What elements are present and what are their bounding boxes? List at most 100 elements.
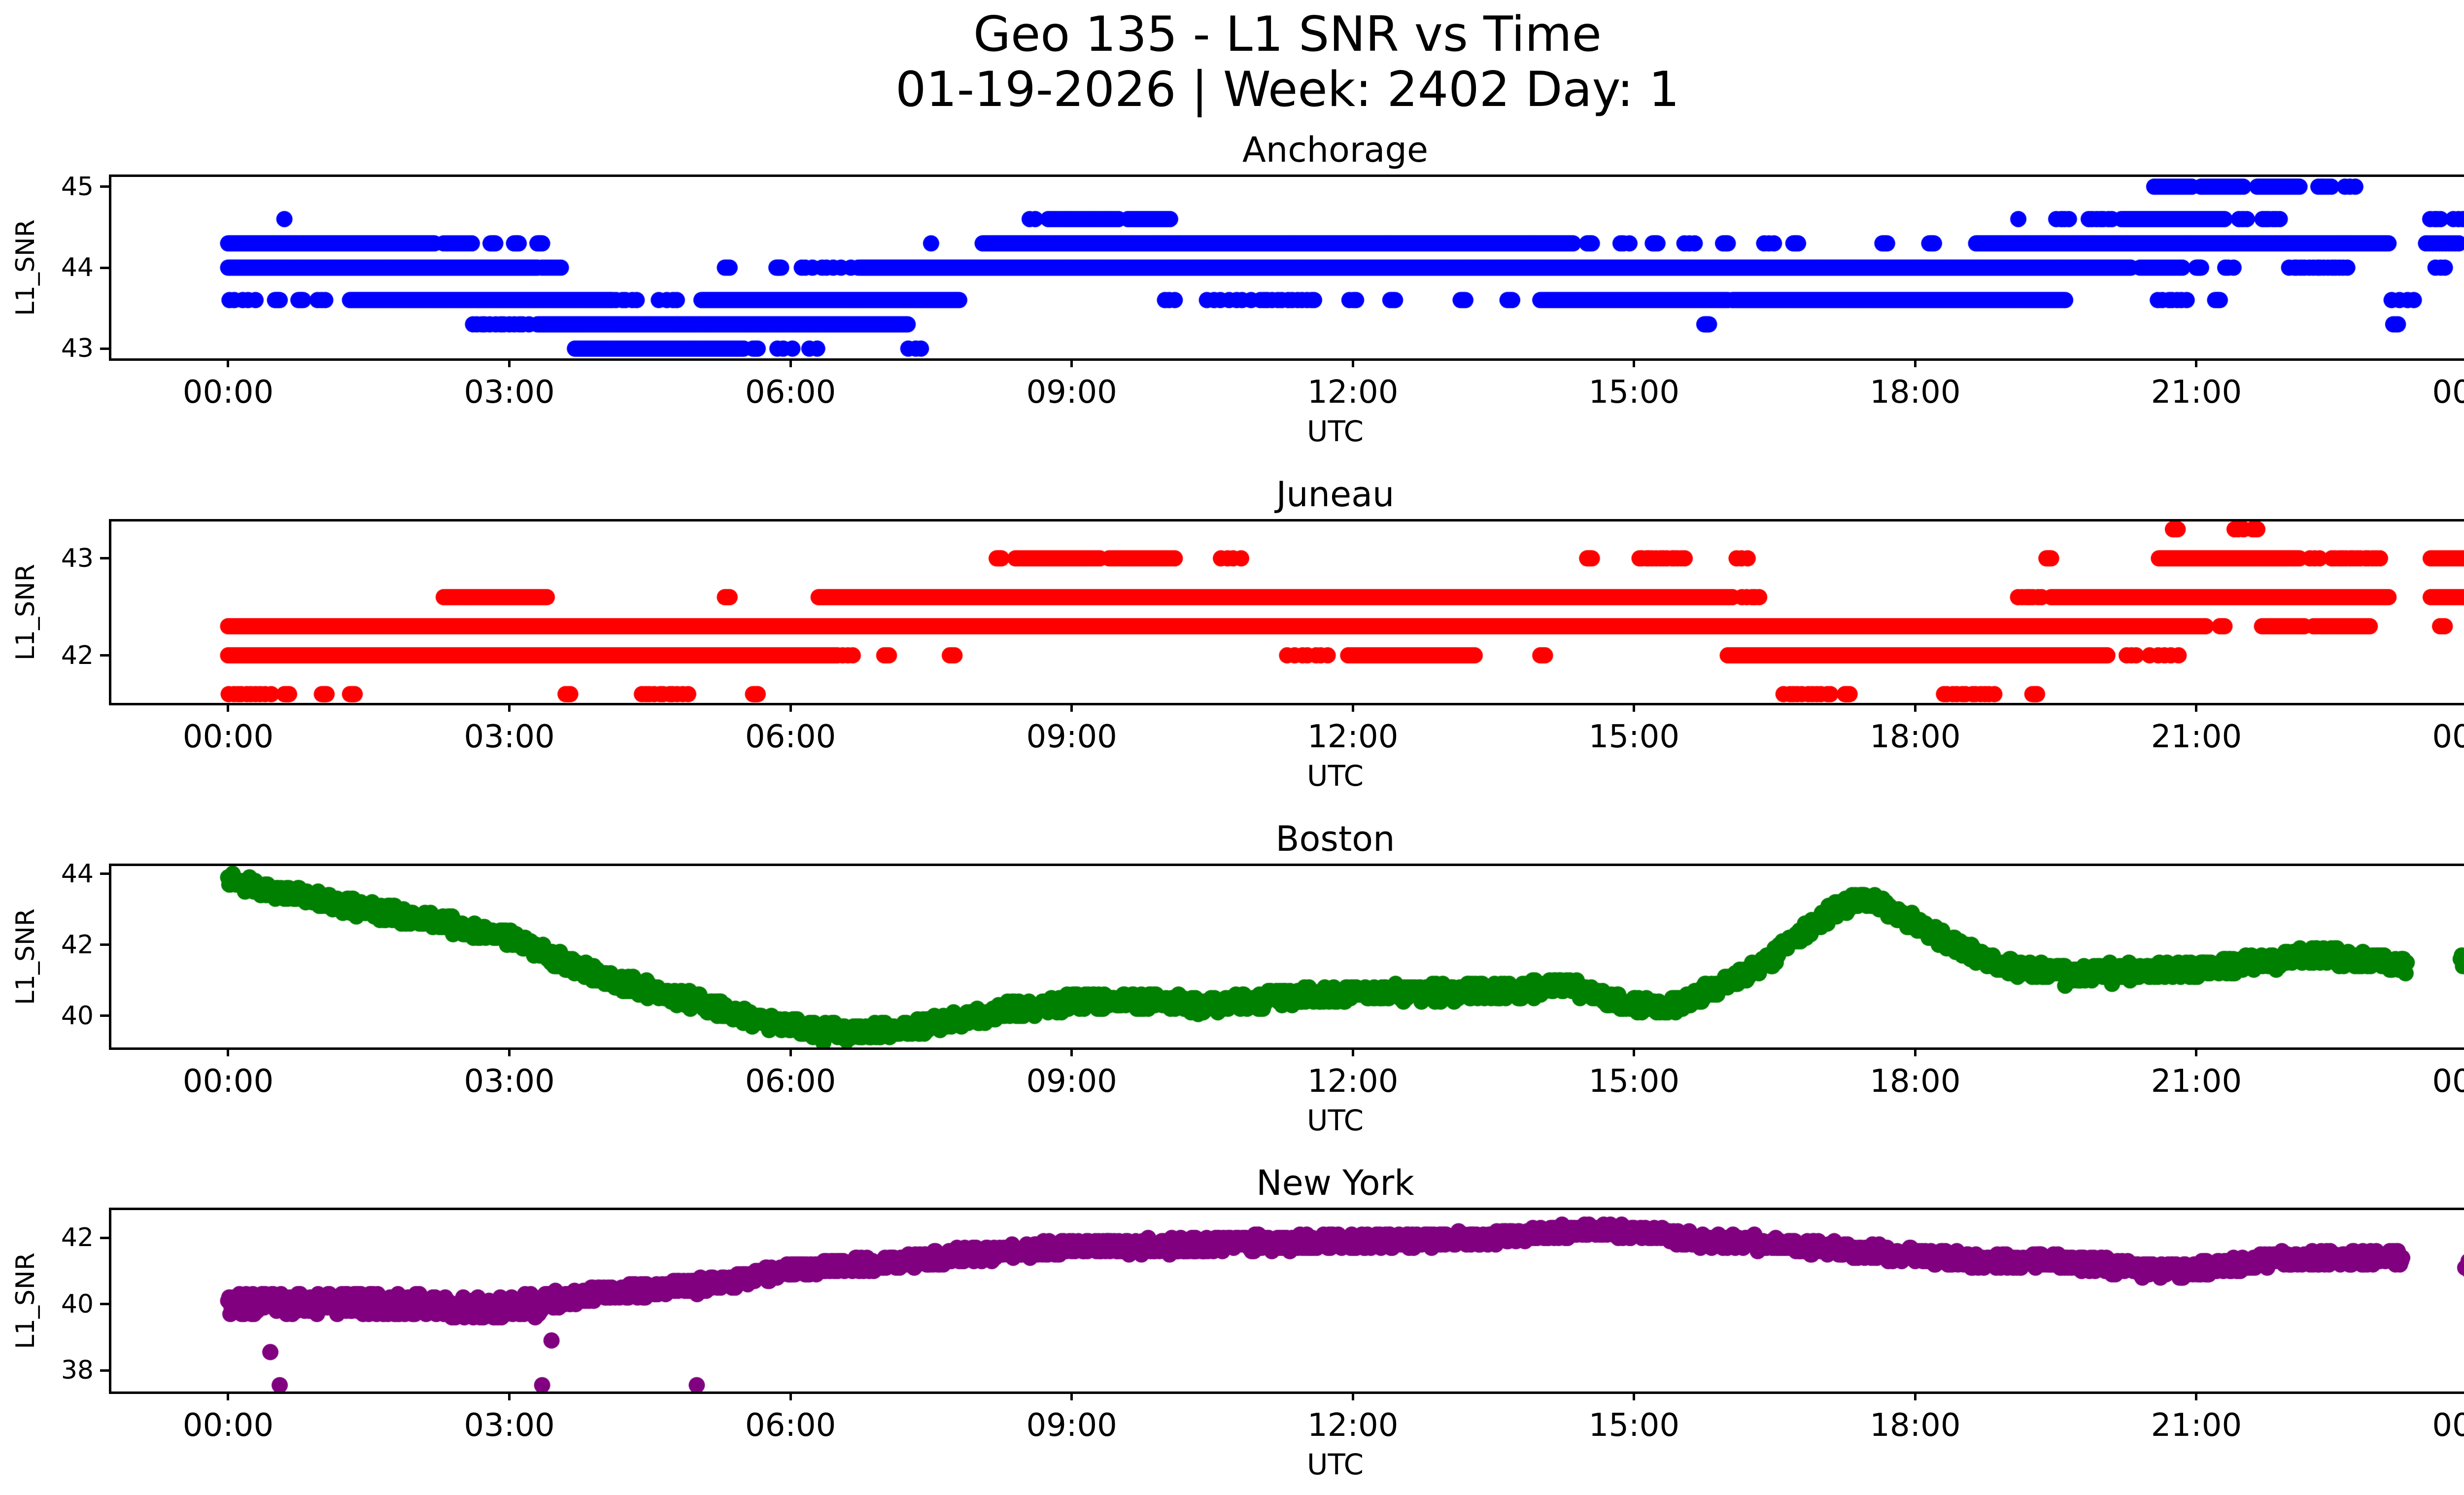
y-tick-label: 43 — [61, 334, 94, 364]
boston-scatter-canvas — [111, 866, 2464, 1047]
x-tick-mark — [1351, 358, 1354, 367]
x-tick-label: 18:00 — [1870, 1407, 1961, 1444]
x-tick-mark — [227, 358, 230, 367]
x-tick-mark — [2195, 358, 2198, 367]
x-tick-label: 00:00 — [182, 374, 274, 411]
x-tick-label: 03:00 — [464, 1063, 555, 1100]
x-tick-label: 00:00 — [182, 1407, 274, 1444]
x-tick-label: 15:00 — [1588, 1063, 1680, 1100]
x-tick-label: 06:00 — [745, 719, 836, 755]
subplot-title-new-york: New York — [1256, 1163, 1414, 1203]
axes-boston — [109, 864, 2464, 1050]
x-tick-mark — [1070, 1047, 1073, 1056]
subplot-title-boston: Boston — [1275, 819, 1395, 859]
y-tick-label: 42 — [61, 930, 94, 960]
y-tick-label: 42 — [61, 1223, 94, 1253]
y-tick-mark — [100, 872, 109, 875]
x-tick-mark — [1914, 703, 1916, 712]
juneau-scatter-canvas — [111, 522, 2464, 703]
new-york-scatter-canvas — [111, 1210, 2464, 1391]
x-tick-label: 12:00 — [1307, 1407, 1399, 1444]
x-tick-label: 09:00 — [1026, 1407, 1117, 1444]
x-tick-mark — [2195, 1047, 2198, 1056]
y-tick-mark — [100, 654, 109, 657]
anchorage-scatter-canvas — [111, 177, 2464, 358]
x-tick-label: 21:00 — [2151, 1407, 2242, 1444]
x-tick-label: 15:00 — [1588, 719, 1680, 755]
x-tick-mark — [1633, 358, 1636, 367]
y-tick-label: 42 — [61, 640, 94, 670]
y-tick-mark — [100, 1369, 109, 1372]
x-tick-mark — [1914, 1047, 1916, 1056]
x-tick-mark — [789, 1047, 792, 1056]
y-tick-mark — [100, 266, 109, 269]
axes-juneau — [109, 519, 2464, 705]
x-tick-mark — [1351, 1391, 1354, 1400]
x-tick-label: 06:00 — [745, 1407, 836, 1444]
x-tick-label: 18:00 — [1870, 719, 1961, 755]
x-tick-mark — [789, 703, 792, 712]
y-tick-label: 44 — [61, 859, 94, 889]
y-tick-mark — [100, 943, 109, 946]
y-tick-label: 44 — [61, 253, 94, 282]
x-tick-label: 03:00 — [464, 374, 555, 411]
x-tick-label: 00:00 — [182, 1063, 274, 1100]
x-axis-label: UTC — [1307, 415, 1364, 448]
x-tick-mark — [1351, 703, 1354, 712]
x-tick-mark — [227, 1391, 230, 1400]
x-tick-label: 03:00 — [464, 719, 555, 755]
x-tick-label: 09:00 — [1026, 1063, 1117, 1100]
x-tick-label: 09:00 — [1026, 719, 1117, 755]
y-tick-label: 40 — [61, 1001, 94, 1031]
x-tick-label: 18:00 — [1870, 374, 1961, 411]
x-tick-mark — [508, 358, 511, 367]
figure-title-line-2: 01-19-2026 | Week: 2402 Day: 1 — [895, 62, 1679, 118]
x-tick-label: 21:00 — [2151, 374, 2242, 411]
x-tick-mark — [1633, 1391, 1636, 1400]
y-tick-mark — [100, 347, 109, 350]
figure-title-line-1: Geo 135 - L1 SNR vs Time — [973, 6, 1602, 63]
x-tick-mark — [508, 1047, 511, 1056]
x-tick-mark — [1914, 358, 1916, 367]
x-tick-label: 15:00 — [1588, 1407, 1680, 1444]
x-tick-mark — [2195, 703, 2198, 712]
x-tick-mark — [789, 358, 792, 367]
x-tick-label: 00:00 — [2432, 719, 2464, 755]
y-tick-label: 40 — [61, 1289, 94, 1319]
x-axis-label: UTC — [1307, 759, 1364, 793]
x-tick-label: 21:00 — [2151, 719, 2242, 755]
x-tick-label: 00:00 — [2432, 374, 2464, 411]
x-tick-label: 15:00 — [1588, 374, 1680, 411]
figure-title: Geo 135 - L1 SNR vs Time 01-19-2026 | We… — [0, 7, 2464, 117]
y-tick-mark — [100, 1303, 109, 1306]
x-tick-mark — [1070, 1391, 1073, 1400]
x-tick-mark — [1070, 358, 1073, 367]
x-tick-mark — [1070, 703, 1073, 712]
x-tick-mark — [789, 1391, 792, 1400]
x-tick-label: 06:00 — [745, 1063, 836, 1100]
subplot-title-juneau: Juneau — [1276, 474, 1395, 515]
x-tick-label: 00:00 — [2432, 1407, 2464, 1444]
x-tick-label: 00:00 — [2432, 1063, 2464, 1100]
x-tick-mark — [1914, 1391, 1916, 1400]
y-tick-label: 38 — [61, 1356, 94, 1386]
y-tick-label: 45 — [61, 172, 94, 202]
y-tick-mark — [100, 1014, 109, 1017]
x-tick-mark — [508, 703, 511, 712]
x-tick-mark — [227, 1047, 230, 1056]
axes-new-york — [109, 1208, 2464, 1394]
y-tick-mark — [100, 1236, 109, 1239]
x-tick-label: 12:00 — [1307, 374, 1399, 411]
x-tick-label: 00:00 — [182, 719, 274, 755]
x-tick-label: 12:00 — [1307, 719, 1399, 755]
x-tick-mark — [1633, 1047, 1636, 1056]
x-tick-label: 12:00 — [1307, 1063, 1399, 1100]
x-tick-mark — [1633, 703, 1636, 712]
x-tick-label: 09:00 — [1026, 374, 1117, 411]
x-tick-label: 03:00 — [464, 1407, 555, 1444]
y-tick-mark — [100, 185, 109, 188]
x-tick-label: 18:00 — [1870, 1063, 1961, 1100]
x-axis-label: UTC — [1307, 1104, 1364, 1137]
y-tick-mark — [100, 557, 109, 560]
subplot-title-anchorage: Anchorage — [1242, 130, 1429, 170]
